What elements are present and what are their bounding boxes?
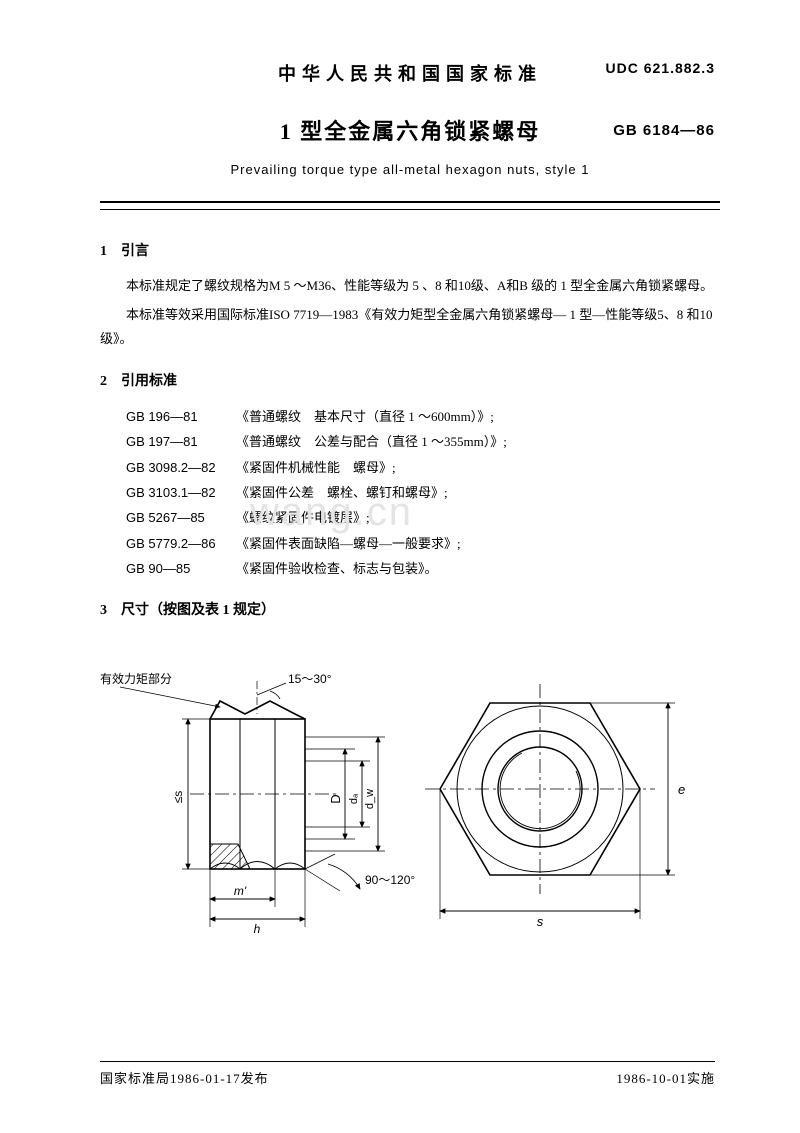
svg-text:dₐ: dₐ (348, 793, 360, 804)
svg-text:D: D (328, 795, 343, 804)
footer: 国家标准局1986-01-17发布 1986-10-01实施 (100, 1061, 715, 1087)
ref-item: GB 197—81《普通螺纹 公差与配合（直径 1 ～355mm）》; (126, 429, 720, 454)
svg-text:d_w: d_w (364, 789, 376, 809)
section-2-num: 2 (100, 374, 107, 389)
reference-list: GB 196—81《普通螺纹 基本尺寸（直径 1 ～600mm）》; GB 19… (126, 404, 720, 581)
rule-thick (100, 201, 720, 203)
torque-callout: 有效力矩部分 (100, 671, 172, 686)
section-2-title: 引用标准 (121, 374, 177, 389)
footer-rule (100, 1061, 715, 1062)
top-view: s e (425, 684, 685, 929)
section-1-title: 引言 (121, 244, 149, 259)
udc-code: UDC 621.882.3 (605, 60, 715, 76)
svg-text:h: h (254, 922, 261, 936)
ref-item: GB 5779.2—86《紧固件表面缺陷—螺母—一般要求》; (126, 531, 720, 556)
section-1-heading: 1 引言 (100, 240, 720, 260)
ref-item: GB 196—81《普通螺纹 基本尺寸（直径 1 ～600mm）》; (126, 404, 720, 429)
svg-text:m': m' (234, 884, 247, 898)
rule-thin (100, 209, 720, 210)
side-view: D dₐ d_w ≤s 15～30° 90～120° m' h (120, 672, 415, 936)
svg-text:s: s (537, 914, 544, 929)
svg-text:15～30°: 15～30° (288, 672, 332, 686)
technical-diagram: D dₐ d_w ≤s 15～30° 90～120° m' h 有效力矩部分 (100, 649, 720, 979)
section-1-num: 1 (100, 244, 107, 259)
section-2-heading: 2 引用标准 (100, 370, 720, 390)
ref-item: GB 90—85《紧固件验收检查、标志与包装》。 (126, 556, 720, 581)
section-3-title: 尺寸（按图及表 1 规定） (121, 603, 275, 618)
ref-item: GB 3103.1—82《紧固件公差 螺栓、螺钉和螺母》; (126, 480, 720, 505)
footer-effective: 1986-10-01实施 (616, 1068, 715, 1087)
title-english: Prevailing torque type all-metal hexagon… (100, 162, 720, 177)
footer-issued: 国家标准局1986-01-17发布 (100, 1068, 269, 1087)
svg-text:e: e (678, 782, 685, 797)
section-3-heading: 3 尺寸（按图及表 1 规定） (100, 599, 720, 619)
svg-text:90～120°: 90～120° (365, 873, 415, 887)
section-1-p1: 本标准规定了螺纹规格为M 5 ～M36、性能等级为 5 、8 和10级、A和B … (100, 274, 720, 299)
ref-item: GB 5267—85《螺纹紧固件电镀层》; (126, 505, 720, 530)
section-1-p2: 本标准等效采用国际标准ISO 7719—1983《有效力矩型全金属六角锁紧螺母—… (100, 303, 720, 352)
svg-text:≤s: ≤s (171, 791, 185, 804)
section-3-num: 3 (100, 603, 107, 618)
gb-code: GB 6184—86 (613, 122, 715, 139)
ref-item: GB 3098.2—82《紧固件机械性能 螺母》; (126, 455, 720, 480)
